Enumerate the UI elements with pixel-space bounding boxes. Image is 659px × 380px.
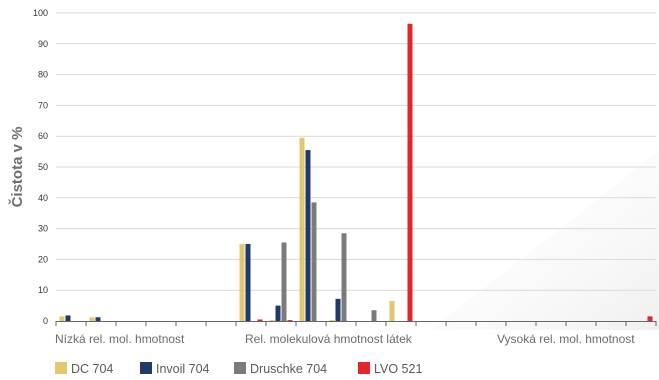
bar-lvo-521-20 [647, 316, 653, 321]
bar-lvo-521-8 [287, 320, 293, 321]
legend-swatch-dc-704 [55, 362, 67, 374]
y-tick-label: 20 [38, 254, 48, 264]
x-category-label-low: Nízká rel. mol. hmotnost [55, 332, 185, 346]
bar-lvo-521-12 [407, 23, 413, 322]
bar-druschke-704-8 [281, 242, 287, 321]
y-tick-label: 70 [38, 100, 48, 110]
y-tick-label: 60 [38, 131, 48, 141]
legend-label-lvo-521: LVO 521 [374, 362, 422, 376]
y-axis-label: Čistota v % [8, 127, 26, 208]
y-tick-label: 10 [38, 285, 48, 295]
gridlines [56, 12, 656, 291]
bar-invoil-704-7 [245, 244, 251, 321]
bar-dc-704-7 [239, 244, 245, 321]
bar-invoil-704-2 [95, 317, 101, 321]
bar-dc-704-1 [59, 316, 65, 321]
bar-dc-704-8 [269, 320, 275, 321]
bar-druschke-704-9 [311, 202, 317, 321]
bar-invoil-704-8 [275, 305, 281, 321]
background-swoosh [430, 150, 659, 330]
legend-swatch-invoil-704 [140, 362, 152, 374]
y-tick-label: 90 [38, 39, 48, 49]
legend: DC 704 Invoil 704 Druschke 704 LVO 521 [55, 362, 422, 376]
bar-invoil-704-1 [65, 315, 71, 321]
bar-dc-704-12 [389, 300, 395, 321]
y-tick-label: 40 [38, 193, 48, 203]
y-tick-label: 30 [38, 224, 48, 234]
legend-swatch-lvo-521 [358, 362, 370, 374]
bars [59, 23, 653, 322]
bar-lvo-521-7 [257, 319, 263, 321]
legend-swatch-druschke-704 [234, 362, 246, 374]
bar-dc-704-2 [89, 317, 95, 321]
bar-invoil-704-9 [305, 150, 311, 321]
legend-label-druschke-704: Druschke 704 [250, 362, 327, 376]
bar-druschke-704-10 [341, 233, 347, 321]
bar-dc-704-10 [329, 320, 335, 321]
x-category-label-high: Vysoká rel. mol. hmotnost [497, 332, 635, 346]
legend-label-dc-704: DC 704 [71, 362, 113, 376]
y-axis-ticks: 0 10 20 30 40 50 60 70 80 90 100 [33, 8, 48, 326]
x-category-label-mid: Rel. molekulová hmotnost látek [245, 332, 413, 346]
y-tick-label: 0 [43, 316, 48, 326]
bar-dc-704-9 [299, 137, 305, 321]
bar-invoil-704-10 [335, 298, 341, 321]
y-tick-label: 50 [38, 162, 48, 172]
legend-label-invoil-704: Invoil 704 [156, 362, 210, 376]
y-tick-label: 100 [33, 8, 48, 18]
y-tick-label: 80 [38, 70, 48, 80]
bar-druschke-704-11 [371, 310, 377, 321]
x-axis-ticks [55, 321, 657, 326]
